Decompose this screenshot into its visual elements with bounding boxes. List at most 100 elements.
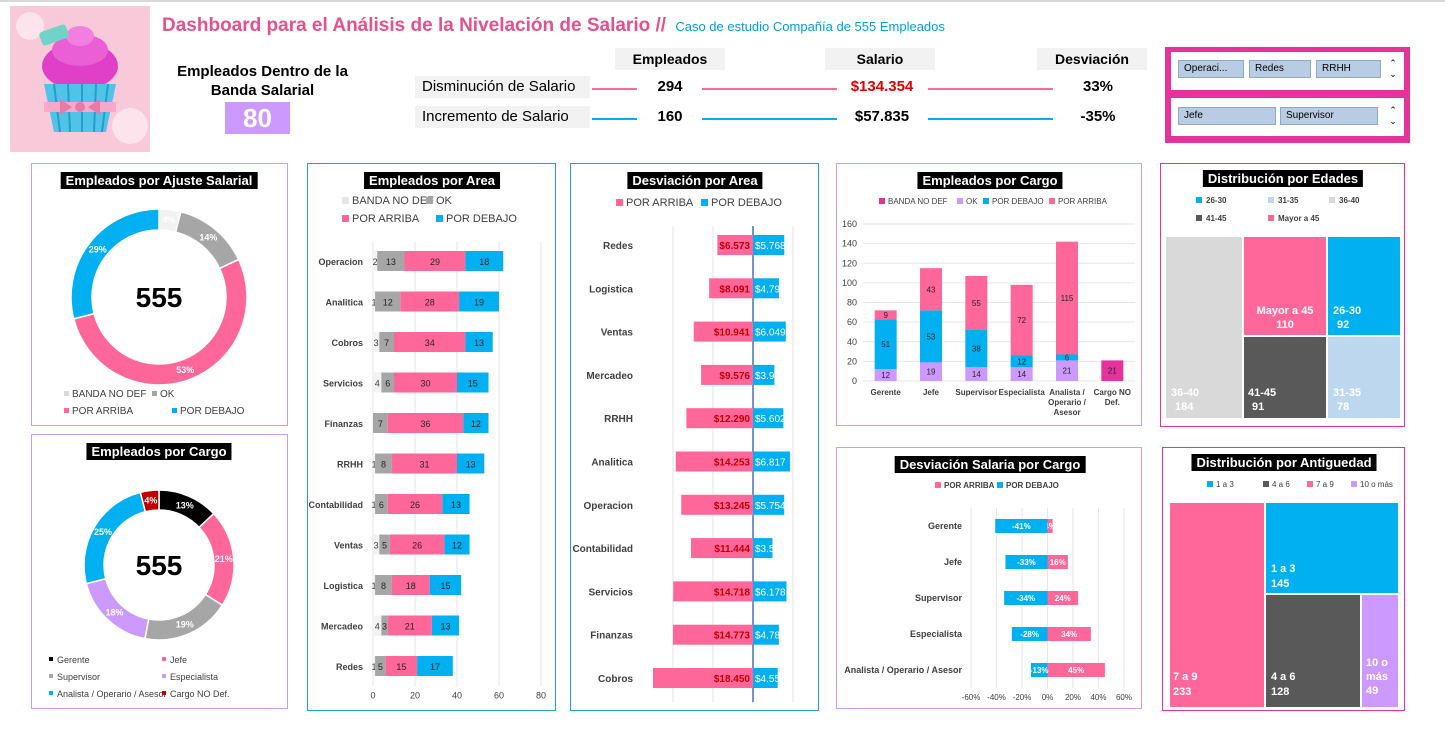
- bar-value-label: 2: [373, 257, 378, 267]
- bar-segment: [373, 332, 380, 352]
- legend-swatch: [935, 482, 941, 488]
- category-label: RRHH: [337, 460, 363, 470]
- bar-below: [753, 538, 773, 559]
- y-tick-label: 60: [847, 317, 857, 327]
- bar-above: [1047, 591, 1079, 605]
- bar-value-label: 29: [430, 257, 440, 267]
- bar-value-label: 26: [410, 500, 420, 510]
- bar-value-label: 3: [374, 541, 379, 551]
- bar-above: [681, 494, 753, 515]
- legend-swatch: [983, 198, 989, 204]
- slicer-area-item[interactable]: Redes: [1249, 60, 1311, 78]
- treemap-tile: [1168, 501, 1266, 709]
- donut-slice: [70, 208, 160, 320]
- legend-swatch: [172, 408, 177, 413]
- bar-segment: [1010, 367, 1033, 381]
- bar-segment: [429, 575, 462, 595]
- treemap-label: 36-40: [1171, 387, 1199, 399]
- slicer-cargo-item[interactable]: Supervisor: [1280, 107, 1378, 125]
- slicer-area-item[interactable]: Operaci...: [1178, 60, 1244, 78]
- category-label: Servicios: [589, 587, 634, 598]
- bar-segment: [1056, 354, 1078, 361]
- treemap-value: 110: [1276, 319, 1294, 331]
- bar-value-label: $5.754: [755, 501, 786, 512]
- panel-cargo-bar: Empleados por Cargo BANDA NO DEF OK POR DE…: [836, 163, 1142, 426]
- bar-segment: [874, 369, 897, 381]
- legend-swatch: [49, 691, 53, 695]
- slicer-cargo-item[interactable]: Jefe: [1178, 107, 1276, 125]
- bar-value-label: $6.049: [755, 328, 786, 339]
- bar-segment: [431, 615, 460, 636]
- slicer-cargo-scroll[interactable]: ⌃ ⌄: [1389, 105, 1397, 126]
- bar-segment: [965, 276, 988, 330]
- legend-swatch: [162, 657, 166, 661]
- bar-value-label: 1: [372, 298, 377, 308]
- x-tick-label: 20: [410, 691, 420, 701]
- treemap-tile: [1326, 235, 1402, 337]
- bar-value-label: 12: [383, 298, 393, 308]
- bar-segment: [1056, 241, 1078, 355]
- category-label: Operacion: [584, 501, 633, 512]
- bar-value-label: 21: [1063, 367, 1072, 376]
- kpi-increase-empleados: 160: [657, 108, 683, 125]
- treemap-label: 4 a 6: [1271, 671, 1295, 683]
- bar-above: [653, 668, 753, 688]
- category-label: Servicios: [323, 379, 363, 389]
- bar-value-label: 14: [1017, 370, 1026, 379]
- bar-below: [1005, 555, 1048, 569]
- top-border: [0, 0, 1445, 2]
- bar-value-label: 4: [375, 622, 380, 632]
- bar-value-label: 5: [382, 541, 387, 551]
- legend-label: 31-35: [1278, 196, 1299, 205]
- bar-segment: [387, 615, 432, 636]
- bar-value-label: $4.550: [755, 674, 786, 685]
- chart-title: Distribución por Edades: [1202, 170, 1364, 187]
- slicer-area-scroll[interactable]: ⌃ ⌄: [1389, 58, 1397, 79]
- bar-value-label: 1: [372, 500, 377, 510]
- kpi-row-decrease-line1: [592, 88, 637, 90]
- legend-swatch: [1351, 481, 1357, 487]
- area-bar-chart: BANDA NO DEF OK POR ARRIBA POR DEBAJO 0 20 40 6…: [309, 195, 547, 701]
- bar-value-label: 21: [1108, 367, 1117, 376]
- bar-value-label: 38: [972, 345, 981, 354]
- slice-label: 4%: [162, 215, 175, 225]
- treemap-value: 92: [1337, 319, 1349, 331]
- bar-segment: [920, 310, 942, 363]
- slicer-area-item[interactable]: RRHH: [1316, 60, 1381, 78]
- ajuste-donut-chart: 4% 14% 53% 29% 555 BANDA NO DEF OK POR ARRIBA PO…: [64, 208, 248, 417]
- bar-value-label: 18: [479, 257, 489, 267]
- bar-above: [690, 538, 753, 559]
- legend-label: 10 o más: [1360, 480, 1393, 489]
- treemap-value: 78: [1337, 401, 1349, 413]
- bar-segment: [373, 372, 382, 393]
- bar-value-label: 8: [381, 581, 386, 591]
- bar-value-label: 7: [378, 419, 383, 429]
- treemap-tile: [1164, 235, 1244, 420]
- bar-value-label: 21: [405, 622, 415, 632]
- treemap-label: 1 a 3: [1271, 563, 1295, 575]
- bar-value-label: 26: [412, 541, 422, 551]
- bar-value-label: 12: [471, 419, 481, 429]
- treemap-tile: [1242, 235, 1328, 337]
- legend-label: 1 a 3: [1216, 480, 1234, 489]
- bar-segment: [375, 494, 388, 514]
- bar-below: [753, 624, 779, 645]
- band-label: Empleados Dentro de la Banda Salarial: [160, 62, 365, 100]
- bar-above: [693, 321, 753, 342]
- bar-below: [753, 581, 787, 602]
- bar-value-label: -13%: [1030, 666, 1049, 675]
- legend-swatch: [64, 408, 69, 413]
- treemap-tile: [1264, 501, 1400, 595]
- bar-value-label: 72: [1017, 316, 1026, 325]
- bar-value-label: 13: [386, 257, 396, 267]
- bar-value-label: 7: [384, 338, 389, 348]
- bar-segment: [375, 291, 401, 312]
- category-label: Ventas: [334, 541, 363, 551]
- bar-value-label: 6: [1065, 353, 1070, 362]
- bar-segment: [920, 268, 942, 311]
- legend-swatch: [152, 391, 157, 396]
- category-label: Analitica: [325, 298, 364, 308]
- y-tick-label: 100: [842, 278, 857, 288]
- legend-label: 41-45: [1206, 214, 1227, 223]
- bar-value-label: 12: [452, 541, 462, 551]
